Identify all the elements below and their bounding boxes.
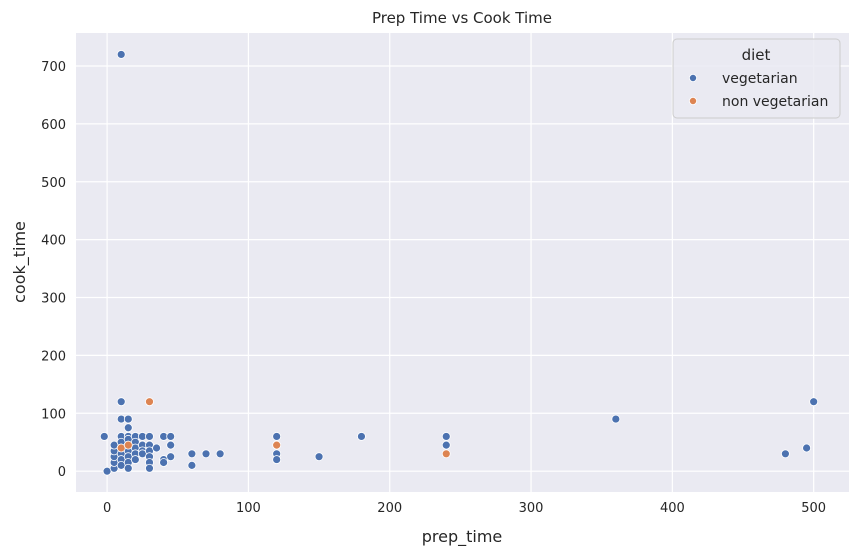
point-vegetarian (123, 463, 133, 473)
legend-box (672, 38, 841, 119)
point-vegetarian (272, 455, 282, 464)
x-tick-label: 400 (660, 501, 685, 516)
point-vegetarian (145, 432, 154, 441)
point-vegetarian (201, 449, 211, 459)
point-vegetarian (166, 452, 176, 462)
point-vegetarian (116, 50, 126, 59)
x-axis-label: prep_time (422, 527, 503, 547)
legend-title: diet (742, 46, 771, 64)
x-tick-label: 200 (377, 501, 402, 516)
point-vegetarian (187, 449, 197, 459)
y-tick-label: 200 (41, 349, 66, 364)
y-tick-label: 300 (41, 292, 66, 307)
point-vegetarian (781, 449, 790, 459)
point-vegetarian (166, 440, 176, 450)
x-tick-label: 300 (519, 501, 544, 516)
x-axis-ticks: 0 100 200 300 400 500 (103, 501, 826, 516)
point-vegetarian (441, 432, 451, 441)
point-vegetarian (123, 414, 133, 424)
y-tick-label: 700 (41, 60, 66, 75)
point-vegetarian (99, 432, 109, 441)
y-axis-label: cook_time (10, 221, 30, 303)
point-vegetarian (611, 414, 621, 424)
point-non-vegetarian (123, 440, 133, 450)
point-non-vegetarian (272, 440, 282, 450)
grid-lines (76, 33, 849, 492)
y-tick-label: 500 (41, 176, 66, 191)
point-vegetarian (130, 455, 140, 464)
point-vegetarian (123, 423, 133, 433)
legend: diet vegetarian non vegetarian (672, 38, 841, 119)
point-vegetarian (145, 463, 154, 473)
y-tick-label: 100 (41, 407, 66, 422)
chart-title: Prep Time vs Cook Time (372, 9, 552, 27)
x-tick-label: 100 (236, 501, 261, 516)
x-tick-label: 0 (103, 501, 111, 516)
point-vegetarian (272, 432, 282, 441)
point-vegetarian (357, 432, 366, 441)
point-vegetarian (166, 432, 176, 441)
legend-marker-vegetarian (689, 74, 698, 83)
point-vegetarian (116, 397, 126, 407)
point-vegetarian (187, 460, 197, 470)
legend-label-non-vegetarian: non vegetarian (722, 94, 828, 110)
point-vegetarian (441, 440, 451, 450)
y-tick-label: 0 (58, 465, 66, 480)
data-points (99, 50, 819, 476)
point-vegetarian (215, 449, 225, 459)
point-vegetarian (314, 452, 324, 462)
y-tick-label: 400 (41, 234, 66, 249)
point-vegetarian (159, 458, 169, 467)
legend-marker-non-vegetarian (689, 97, 698, 106)
x-tick-label: 500 (801, 501, 826, 516)
point-non-vegetarian (441, 449, 451, 459)
y-axis-ticks: 0 100 200 300 400 500 600 700 (41, 60, 66, 480)
point-vegetarian (152, 443, 161, 453)
y-tick-label: 600 (41, 118, 66, 133)
point-vegetarian (802, 443, 812, 453)
point-non-vegetarian (145, 397, 154, 407)
legend-label-vegetarian: vegetarian (722, 71, 798, 87)
point-vegetarian (809, 397, 819, 407)
